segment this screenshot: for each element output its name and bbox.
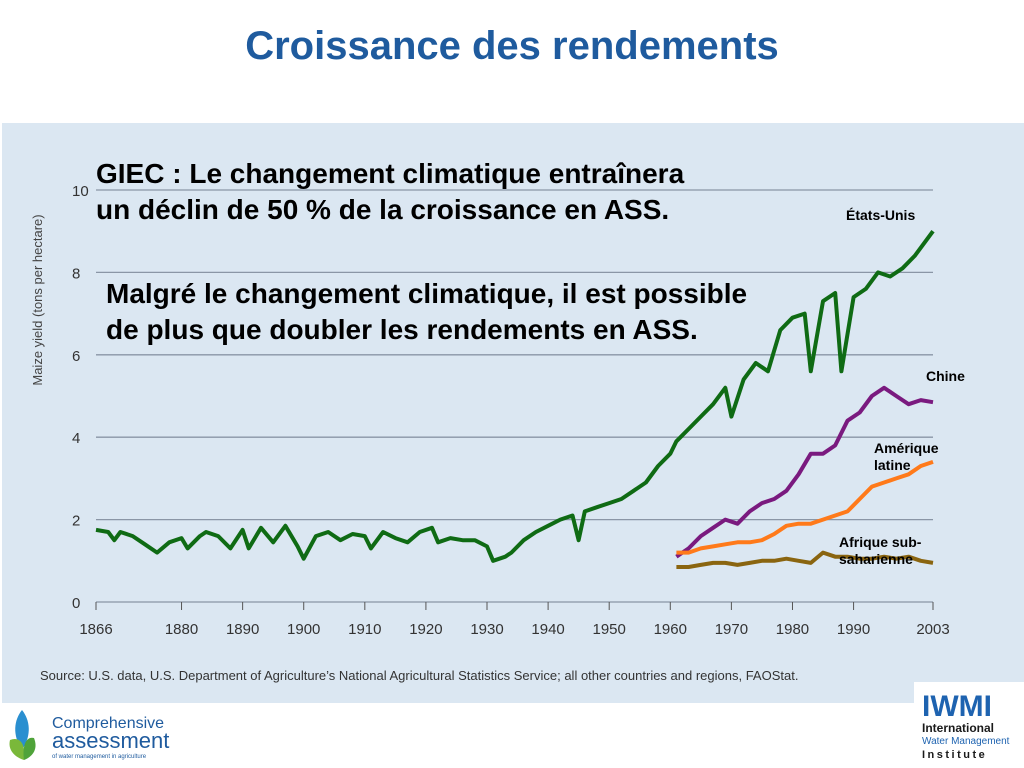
x-tick-label: 1910	[348, 621, 381, 638]
x-tick-label: 1950	[593, 621, 626, 638]
data-series	[95, 230, 935, 569]
x-tick-label: 1960	[654, 621, 687, 638]
x-tick-label: 1970	[715, 621, 748, 638]
y-tick-label: 0	[72, 595, 80, 612]
logo-left-line2: assessment	[52, 728, 169, 753]
latam-series-label: Amérique latine	[874, 440, 939, 473]
china-series-line	[675, 385, 934, 559]
x-tick-label: 1940	[531, 621, 564, 638]
x-tick-label: 1980	[776, 621, 809, 638]
latam-series-line	[676, 460, 934, 555]
grid-lines	[96, 189, 933, 603]
logo-right-line3: Institute	[922, 749, 987, 761]
y-tick-label: 8	[72, 265, 80, 282]
ssa-series-line	[676, 550, 934, 569]
logo-right-acronym: IWMI	[922, 690, 992, 723]
x-tick-label: 1866	[79, 621, 112, 638]
logo-left-line1: Comprehensive	[52, 715, 164, 732]
y-tick-label: 10	[72, 183, 89, 200]
y-tick-label: 4	[72, 430, 80, 447]
y-axis-label: Maize yield (tons per hectare)	[30, 214, 45, 385]
x-tick-label: 1920	[409, 621, 442, 638]
logo-left-line3: of water management in agriculture	[52, 754, 147, 760]
y-tick-label: 6	[72, 348, 80, 365]
x-tick-label: 1990	[837, 621, 870, 638]
iwmi-logo: IWMI International Water Management Inst…	[914, 682, 1024, 768]
giec-note: GIEC : Le changement climatique entraîne…	[96, 158, 685, 225]
y-tick-label: 2	[72, 513, 80, 530]
x-tick-label: 1900	[287, 621, 320, 638]
us-series-label: États-Unis	[846, 207, 915, 223]
x-tick-label: 1880	[165, 621, 198, 638]
x-tick-labels: 1866 1880 1890 1900 1910 1920 1930 1940 1950 1960…	[79, 602, 950, 638]
leaf-icon	[9, 710, 36, 760]
x-tick-label: 1930	[470, 621, 503, 638]
y-tick-labels: 0 2 4 6 8 10	[72, 183, 89, 612]
logo-right-line1: International	[922, 721, 994, 735]
comprehensive-assessment-logo: Comprehensive assessment of water manage…	[9, 710, 169, 760]
potential-note: Malgré le changement climatique, il est …	[106, 278, 748, 345]
x-tick-label: 2003	[916, 621, 949, 638]
series-labels: États-Unis Chine Amérique latine Afrique sub…	[839, 207, 965, 567]
china-series-label: Chine	[926, 368, 965, 384]
source-note: Source: U.S. data, U.S. Department of Ag…	[40, 668, 798, 683]
x-tick-label: 1890	[226, 621, 259, 638]
slide-title: Croissance des rendements	[245, 24, 779, 68]
us-series-line	[95, 230, 935, 563]
ssa-series-label: Afrique sub-saharienne	[839, 534, 922, 567]
logo-right-line2: Water Management	[922, 736, 1010, 747]
